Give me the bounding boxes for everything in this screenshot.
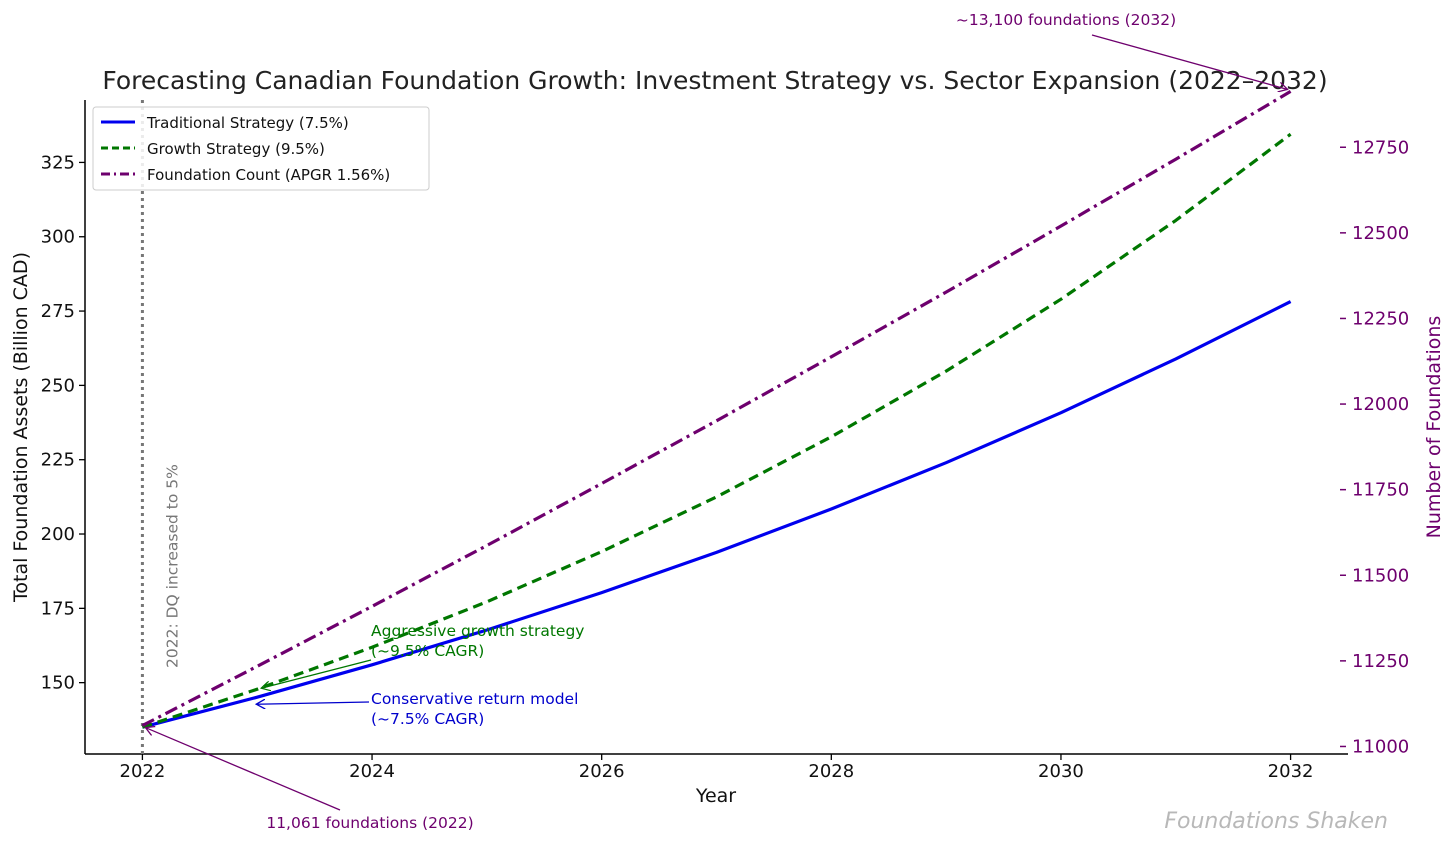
annotation-aggressive-arrow — [261, 659, 372, 688]
annotation-conservative: Conservative return model (~7.5% CAGR) — [256, 690, 578, 728]
annotation-conservative-line2: (~7.5% CAGR) — [371, 710, 484, 728]
y-axis-ticks: 150 175 200 225 250 275 300 325 — [41, 152, 85, 694]
y-tick-label: 325 — [41, 152, 75, 173]
x-tick-label: 2028 — [808, 761, 854, 782]
x-tick-label: 2026 — [579, 761, 625, 782]
legend-label-growth: Growth Strategy (9.5%) — [147, 140, 325, 158]
right-tick-label: 11500 — [1352, 565, 1409, 586]
x-axis-label: Year — [695, 785, 736, 807]
annotation-2032-text: ~13,100 foundations (2032) — [956, 11, 1176, 29]
annotation-2022-count: 11,061 foundations (2022) — [145, 728, 474, 832]
annotation-conservative-line1: Conservative return model — [371, 690, 578, 708]
right-axis-ticks: 11000 11250 11500 11750 12000 12250 12500 12750 — [1340, 137, 1409, 757]
y-tick-label: 175 — [41, 598, 75, 619]
y-tick-label: 200 — [41, 524, 75, 545]
y-tick-label: 225 — [41, 450, 75, 471]
x-tick-label: 2022 — [120, 761, 166, 782]
x-tick-label: 2032 — [1268, 761, 1314, 782]
y-tick-label: 275 — [41, 301, 75, 322]
right-tick-label: 11000 — [1352, 736, 1409, 757]
x-tick-label: 2024 — [349, 761, 395, 782]
right-tick-label: 12250 — [1352, 308, 1409, 329]
annotation-2022-text: 11,061 foundations (2022) — [266, 814, 473, 832]
right-tick-label: 12000 — [1352, 394, 1409, 415]
annotation-aggressive: Aggressive growth strategy (~9.5% CAGR) — [261, 622, 584, 688]
series-layer — [141, 90, 1292, 729]
right-axis-label: Number of Foundations — [1423, 316, 1445, 539]
x-tick-label: 2030 — [1038, 761, 1084, 782]
right-tick-label: 12500 — [1352, 223, 1409, 244]
y-tick-label: 150 — [41, 673, 75, 694]
dq-vertical-line-label: 2022: DQ increased to 5% — [163, 464, 181, 668]
annotation-2032-count: ~13,100 foundations (2032) — [956, 11, 1288, 89]
chart-title: Forecasting Canadian Foundation Growth: … — [102, 66, 1327, 95]
series-line-traditional — [141, 300, 1292, 729]
watermark: Foundations Shaken — [1164, 809, 1388, 834]
right-tick-label: 11750 — [1352, 480, 1409, 501]
annotation-2022-arrow — [145, 728, 341, 811]
series-line-growth — [141, 132, 1292, 729]
annotation-aggressive-line2: (~9.5% CAGR) — [371, 642, 484, 660]
annotation-2032-arrow — [1091, 34, 1288, 89]
legend-box — [92, 106, 430, 191]
y-tick-label: 300 — [41, 227, 75, 248]
y-tick-label: 250 — [41, 375, 75, 396]
x-axis-ticks: 2022 2024 2026 2028 2030 2032 — [120, 754, 1314, 782]
y-axis-label: Total Foundation Assets (Billion CAD) — [10, 252, 32, 603]
series-line-foundation-count — [141, 90, 1292, 728]
legend-label-foundation-count: Foundation Count (APGR 1.56%) — [147, 166, 390, 184]
right-tick-label: 11250 — [1352, 651, 1409, 672]
annotation-aggressive-line1: Aggressive growth strategy — [371, 622, 584, 640]
annotation-conservative-arrow — [256, 702, 370, 704]
right-tick-label: 12750 — [1352, 137, 1409, 158]
legend-label-traditional: Traditional Strategy (7.5%) — [146, 114, 349, 132]
legend: Traditional Strategy (7.5%) Growth Strat… — [92, 106, 430, 191]
